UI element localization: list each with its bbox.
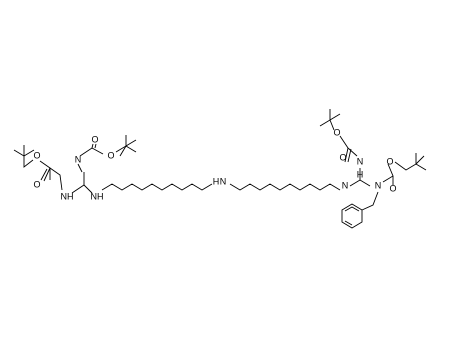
atom-label: O [333,127,340,137]
benzene-ring [341,203,363,229]
atom-label: H [357,169,364,179]
bond [319,119,335,131]
bond [49,167,63,191]
bond [344,220,353,226]
bond [119,145,127,157]
atom-label: O [91,134,98,144]
atom-label: NH [91,191,104,201]
bond [77,163,83,173]
bond [347,148,352,163]
bond [91,143,94,149]
bond [339,135,349,149]
bond [101,183,213,191]
bond [347,147,358,157]
bond [344,206,360,212]
bond [40,168,48,181]
atom-label: O [33,150,40,160]
atom-label: O [107,150,114,160]
atom-label: O [33,179,40,189]
bond [79,147,104,157]
bond [43,167,51,182]
bond [229,183,341,191]
bond [415,155,425,165]
atom-label: O [339,152,346,162]
atom-label: O [386,156,393,166]
atom-label: N [220,176,227,186]
bond [23,156,34,168]
bond [349,179,371,187]
bond [394,161,427,171]
bond [361,191,379,211]
bond [115,145,137,153]
atom-label: N [342,180,349,190]
bonds [13,109,427,229]
bond [382,163,394,183]
bond [71,184,93,194]
atom-label: N [375,180,382,190]
atom-label: O [389,183,396,193]
atom-label: H [213,176,220,186]
bond [344,147,349,163]
bond [329,113,341,121]
atom-label: NH [61,191,74,201]
bond [94,143,97,149]
bond [125,139,137,147]
atom-label: N [357,156,364,166]
atom-label: N [75,154,82,164]
atom-labels: O O NH N NH O O H N N H N O O N O O [33,127,396,201]
